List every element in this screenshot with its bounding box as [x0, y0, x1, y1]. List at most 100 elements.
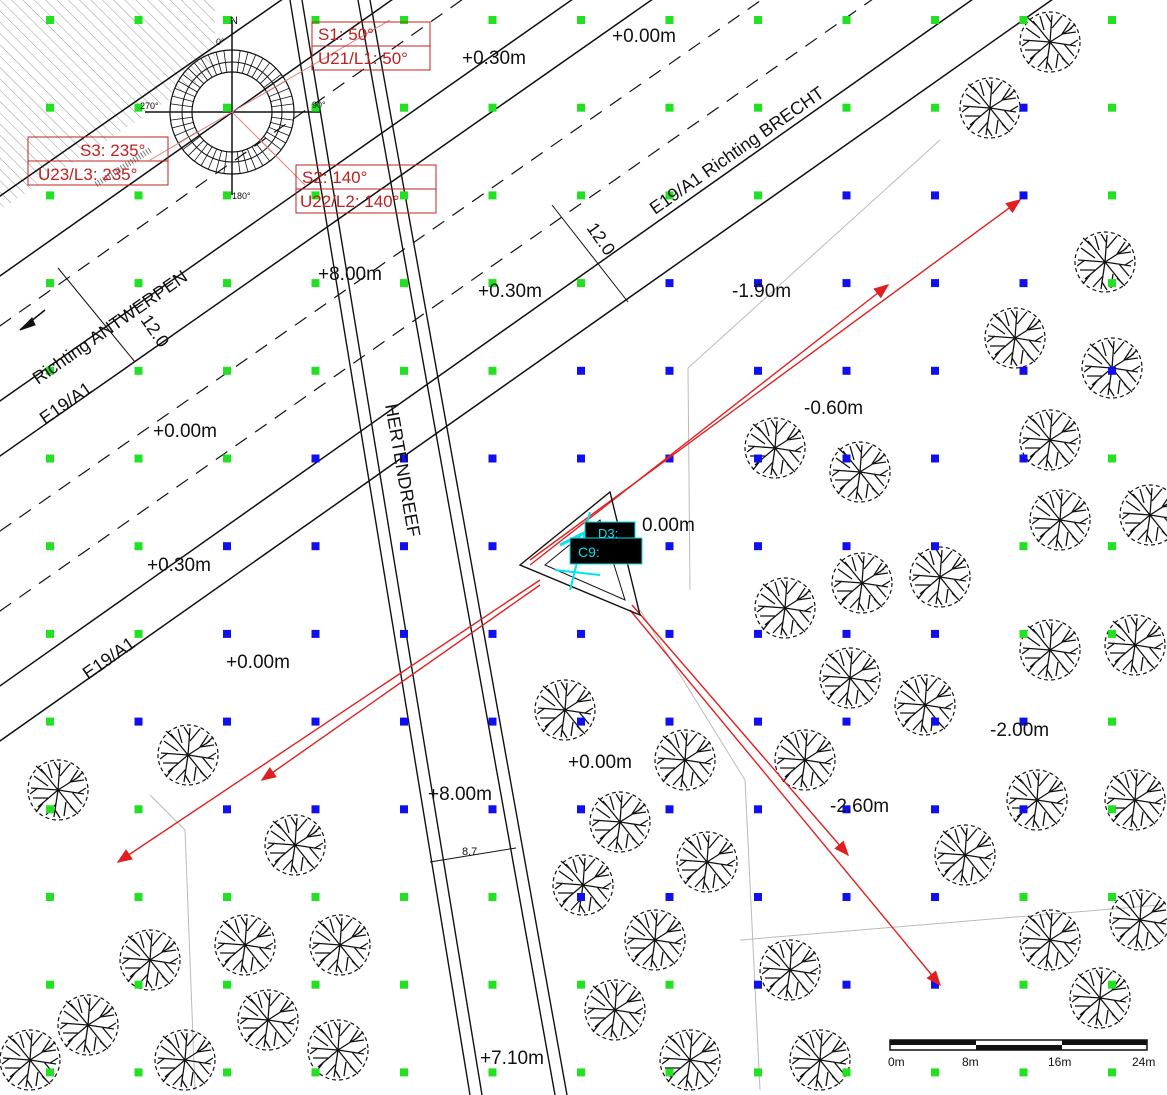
grid-point: [577, 805, 585, 814]
hatched-building-area: [0, 0, 215, 210]
tree-symbol: [119, 929, 181, 991]
tree-symbol: [659, 1029, 721, 1091]
grid-point: [754, 542, 762, 551]
tree-symbol: [754, 577, 816, 639]
compass-90: 90°: [312, 100, 326, 110]
grid-point: [842, 1068, 851, 1077]
grid-point: [1019, 542, 1028, 551]
grid-point: [842, 717, 851, 726]
tree-symbol: [624, 909, 686, 971]
grid-point: [134, 893, 143, 901]
tree-symbol: [27, 759, 89, 821]
grid-point: [665, 1068, 674, 1077]
grid-point: [311, 16, 320, 24]
grid-point: [46, 893, 54, 901]
grid-point: [46, 717, 54, 726]
grid-point: [488, 805, 497, 814]
grid-point: [488, 717, 497, 726]
elevation-label: -2.60m: [830, 796, 889, 817]
grid-point: [842, 454, 851, 463]
grid-point: [223, 454, 231, 463]
tree-symbol: [1019, 409, 1081, 471]
elevation-label: +0.00m: [153, 421, 217, 442]
grid-point: [577, 717, 585, 726]
compass-270: 270°: [140, 101, 159, 111]
elevation-label: -1.90m: [732, 281, 791, 302]
elevation-label: 0.00m: [642, 515, 695, 536]
grid-point: [1019, 16, 1028, 24]
label-s2: S2: 140°: [302, 168, 367, 187]
elevation-label: +0.00m: [226, 652, 290, 673]
grid-point: [488, 454, 497, 463]
grid-point: [577, 629, 585, 638]
tree-symbol: [0, 1029, 61, 1091]
grid-point: [754, 805, 762, 814]
grid-point: [134, 542, 143, 551]
elevation-label: +0.30m: [478, 281, 542, 302]
turbine-tag-bottom: [569, 537, 643, 565]
grid-point: [665, 16, 674, 24]
grid-point: [311, 279, 320, 288]
tree-symbol: [676, 831, 738, 893]
grid-point: [134, 191, 143, 200]
tree-symbol: [584, 979, 646, 1041]
grid-point: [931, 103, 939, 112]
grid-point: [400, 542, 408, 551]
grid-point: [134, 717, 143, 726]
compass-180: 180°: [232, 191, 251, 201]
arrow-s3: [116, 579, 541, 863]
grid-point: [134, 629, 143, 638]
turbine-tag-bottom-text: C9:: [578, 544, 600, 560]
grid-point: [223, 717, 231, 726]
highway: [0, 0, 1053, 742]
grid-point: [1019, 103, 1028, 112]
grid-point: [488, 103, 497, 112]
grid-point: [1108, 279, 1116, 288]
grid-point: [665, 191, 674, 200]
tree-symbol: [789, 1029, 851, 1091]
grid-point: [754, 629, 762, 638]
grid-point: [488, 1068, 497, 1077]
tree-symbol: [744, 417, 806, 479]
grid-point: [223, 366, 231, 375]
grid-point: [400, 629, 408, 638]
grid-point: [1108, 629, 1116, 638]
compass-north: N: [230, 15, 238, 27]
grid-point: [223, 279, 231, 288]
tree-symbol: [1104, 769, 1166, 831]
grid-point: [1108, 805, 1116, 814]
tree-symbol: [984, 307, 1046, 369]
grid-point: [46, 1068, 54, 1077]
grid-point: [46, 454, 54, 463]
tree-symbol: [1029, 489, 1091, 551]
grid-point: [400, 454, 408, 463]
grid-point: [1019, 893, 1028, 901]
grid-point: [577, 16, 585, 24]
grid-point: [842, 191, 851, 200]
grid-point: [754, 279, 762, 288]
arrow-u21: [529, 284, 890, 566]
grid-point: [1019, 279, 1028, 288]
grid-point: [754, 980, 762, 989]
grid-point: [311, 366, 320, 375]
grid-point: [842, 279, 851, 288]
tree-symbol: [1019, 11, 1081, 73]
grid-point: [842, 893, 851, 901]
grid-point: [223, 980, 231, 989]
grid-point: [931, 805, 939, 814]
grid-point: [400, 805, 408, 814]
grid-point: [134, 1068, 143, 1077]
grid-point: [1108, 542, 1116, 551]
grid-point: [134, 805, 143, 814]
tree-symbol: [1019, 619, 1081, 681]
grid-point: [488, 366, 497, 375]
grid-point: [577, 103, 585, 112]
compass-0: 0°: [216, 37, 225, 47]
grid-point: [311, 629, 320, 638]
grid-point: [931, 542, 939, 551]
scale-label: 16m: [1048, 1055, 1071, 1069]
grid-point: [931, 1068, 939, 1077]
elevation-label: +0.30m: [462, 48, 526, 69]
measurement-grid: [46, 16, 1116, 1077]
